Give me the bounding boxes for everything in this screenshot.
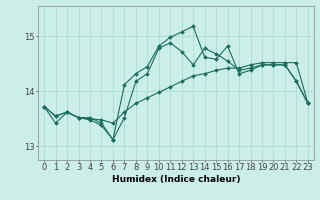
X-axis label: Humidex (Indice chaleur): Humidex (Indice chaleur) xyxy=(112,175,240,184)
